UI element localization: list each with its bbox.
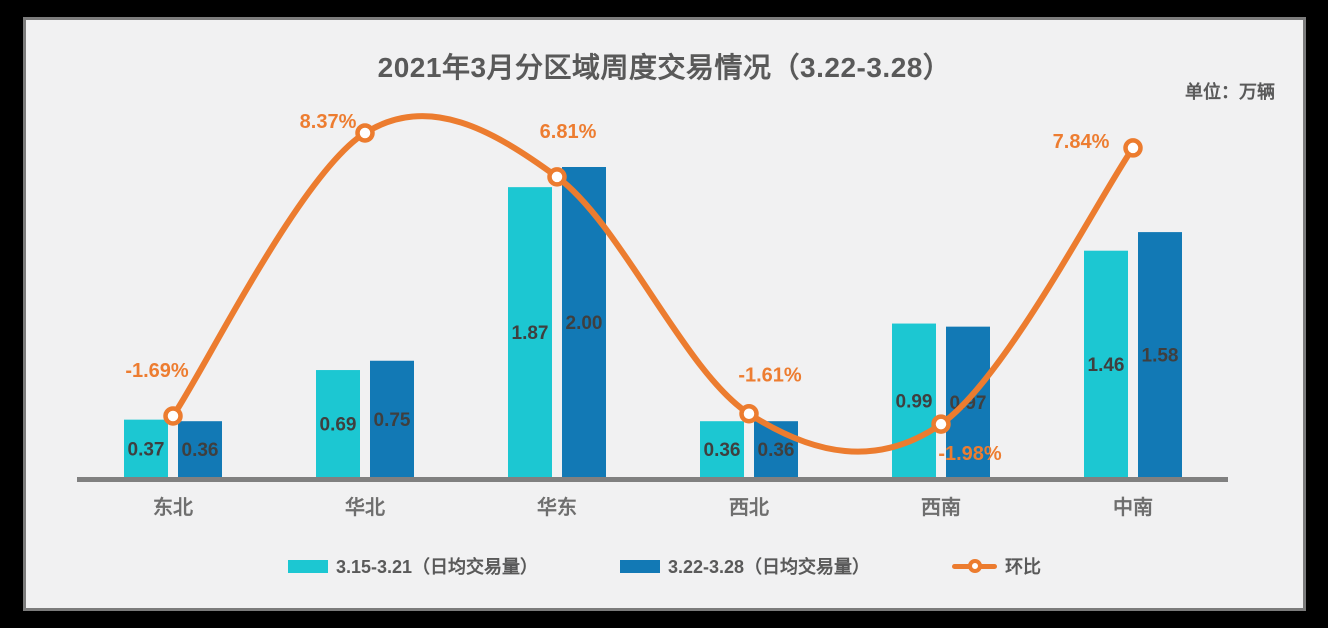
legend-label-week2: 3.22-3.28（日均交易量） xyxy=(668,557,871,577)
legend-item-week1: 3.15-3.21（日均交易量） xyxy=(287,553,538,579)
line-marker-5 xyxy=(1123,138,1143,158)
chart-canvas: 0.37 0.69 1.87 0.36 0.99 1.46 0.36 0.75 2.00 0.36… xyxy=(77,111,1228,519)
bar-value-label: 0.69 xyxy=(320,415,357,436)
line-marker-4 xyxy=(931,414,951,434)
chart-panel: 2021年3月分区域周度交易情况（3.22-3.28） 单位：万辆 0.37 0.… xyxy=(23,17,1306,611)
bar-value-label: 1.87 xyxy=(512,323,549,344)
category-label-5: 中南 xyxy=(1113,495,1153,519)
bar-week1-3 xyxy=(700,421,744,477)
ratio-line xyxy=(170,113,1136,455)
chart-title: 2021年3月分区域周度交易情况（3.22-3.28） xyxy=(377,52,952,83)
chart-legend: 3.15-3.21（日均交易量） 3.22-3.28（日均交易量） 环比 xyxy=(26,552,1303,580)
line-marker-0 xyxy=(163,406,183,426)
legend-label-week1: 3.15-3.21（日均交易量） xyxy=(335,557,538,577)
pct-label-4: -1.98% xyxy=(938,443,1002,465)
series1-swatch-icon xyxy=(287,559,328,573)
legend-item-ratio: 环比 xyxy=(952,553,1041,579)
bar-value-label: 0.75 xyxy=(374,410,411,431)
legend-item-week2: 3.22-3.28（日均交易量） xyxy=(620,553,870,579)
bar-week2-5 xyxy=(1138,232,1182,477)
unit-label: 单位：万辆 xyxy=(1185,82,1275,102)
bar-week1-0 xyxy=(124,419,168,477)
category-label-2: 华东 xyxy=(537,495,577,519)
bar-value-label: 0.36 xyxy=(704,440,741,461)
pct-label-3: -1.61% xyxy=(738,365,802,387)
category-label-3: 西北 xyxy=(729,496,769,519)
line-marker-2 xyxy=(547,167,567,187)
bar-week1-5 xyxy=(1084,250,1128,477)
line-marker-swatch-icon xyxy=(952,559,998,573)
pct-label-1: 8.37% xyxy=(300,111,357,133)
category-label-4: 西南 xyxy=(921,496,961,519)
line-marker-1 xyxy=(355,123,375,143)
bar-week1-1 xyxy=(316,370,360,477)
bar-value-label: 0.37 xyxy=(128,439,165,460)
bar-week1-4 xyxy=(892,323,936,477)
legend-label-ratio: 环比 xyxy=(1005,557,1042,577)
pct-label-2: 6.81% xyxy=(540,121,597,143)
series2-swatch-icon xyxy=(620,559,660,573)
bar-value-label: 2.00 xyxy=(566,313,603,334)
bar-value-label: 0.36 xyxy=(182,440,219,461)
pct-label-0: -1.69% xyxy=(125,360,189,382)
category-label-0: 东北 xyxy=(153,495,193,519)
bar-value-label: 0.36 xyxy=(758,440,795,461)
pct-label-5: 7.84% xyxy=(1053,131,1110,153)
bar-value-label: 1.58 xyxy=(1142,346,1179,367)
bar-week2-0 xyxy=(178,421,222,477)
bar-value-label: 1.46 xyxy=(1088,355,1125,376)
bar-week2-1 xyxy=(370,360,414,477)
category-label-1: 华北 xyxy=(345,495,385,519)
bar-week1-2 xyxy=(508,187,552,477)
bar-value-label: 0.99 xyxy=(896,391,933,412)
line-marker-3 xyxy=(739,403,759,424)
